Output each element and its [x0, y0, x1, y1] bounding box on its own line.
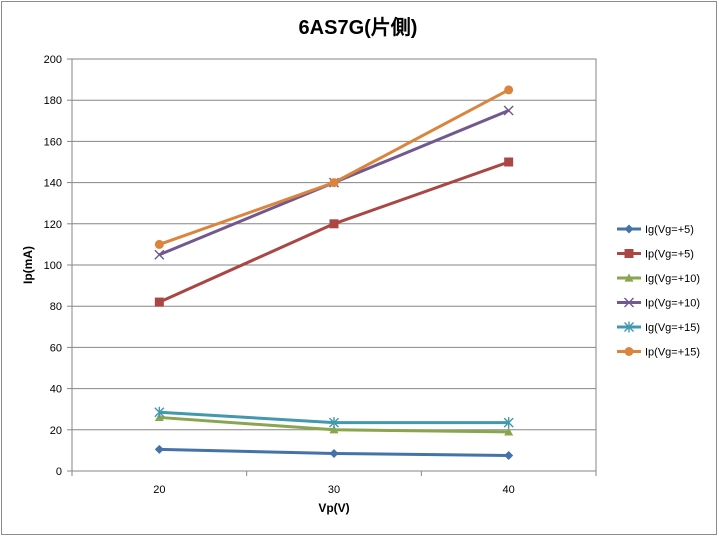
data-point	[329, 219, 339, 229]
data-point	[329, 425, 339, 434]
axes: 0 20 40 60 80 100 120 140 160 180 200 20 30 40	[44, 54, 597, 496]
x-tick-label: 40	[503, 484, 515, 496]
y-tick-label: 200	[44, 54, 62, 66]
data-point	[154, 444, 164, 454]
legend-marker	[624, 297, 634, 308]
series-2	[154, 157, 514, 307]
data-point	[154, 297, 164, 307]
legend: Ig(Vg=+5) Ip(Vg=+5) Ig(Vg=+10) Ip(Vg=+10) Ig…	[617, 224, 700, 359]
x-tick-label: 20	[153, 484, 165, 496]
data-point	[504, 85, 514, 95]
y-tick-label: 100	[44, 260, 62, 272]
y-tick-label: 140	[44, 178, 62, 190]
y-tick-label: 60	[50, 342, 62, 354]
series-6	[154, 85, 514, 249]
data-point	[154, 249, 165, 260]
data-point	[503, 105, 514, 116]
chart-border	[1, 1, 717, 535]
x-tick-label: 30	[328, 484, 340, 496]
legend-entry: Ip(Vg=+15)	[617, 347, 700, 359]
legend-label: Ip(Vg=+10)	[645, 298, 700, 310]
y-tick-label: 80	[50, 301, 62, 313]
legend-entry: Ig(Vg=+15)	[617, 321, 700, 334]
legend-label: Ig(Vg=+5)	[645, 224, 694, 236]
chart-title: 6AS7G(片側)	[299, 16, 418, 39]
legend-entry: Ig(Vg=+5)	[617, 224, 694, 236]
legend-marker	[624, 347, 634, 356]
legend-label: Ig(Vg=+15)	[645, 322, 700, 334]
data-point	[154, 406, 165, 418]
series-5	[154, 406, 514, 429]
y-axis-label: Ip(mA)	[21, 246, 35, 284]
legend-entry: Ip(Vg=+10)	[617, 298, 700, 310]
y-tick-label: 160	[44, 136, 62, 148]
legend-label: Ip(Vg=+15)	[645, 347, 700, 359]
data-point	[154, 239, 164, 249]
data-point	[329, 178, 339, 188]
legend-marker	[624, 321, 634, 333]
legend-marker	[624, 224, 634, 234]
data-point	[504, 451, 514, 461]
y-tick-label: 120	[44, 219, 62, 231]
series-1	[154, 444, 514, 461]
legend-label: Ig(Vg=+10)	[645, 273, 700, 285]
data-point	[504, 157, 514, 167]
y-tick-label: 180	[44, 95, 62, 107]
legend-label: Ip(Vg=+5)	[645, 249, 694, 261]
y-tick-label: 20	[50, 425, 62, 437]
y-tick-label: 40	[50, 384, 62, 396]
data-point	[503, 417, 514, 429]
data-point	[329, 417, 339, 429]
x-axis-label: Vp(V)	[318, 501, 349, 515]
data-point	[504, 427, 514, 436]
series-layer	[154, 85, 514, 461]
legend-entry: Ip(Vg=+5)	[617, 249, 694, 261]
legend-marker	[624, 273, 634, 282]
legend-marker	[624, 249, 634, 258]
y-tick-label: 0	[56, 466, 62, 478]
legend-entry: Ig(Vg=+10)	[617, 273, 700, 285]
data-point	[329, 448, 339, 458]
